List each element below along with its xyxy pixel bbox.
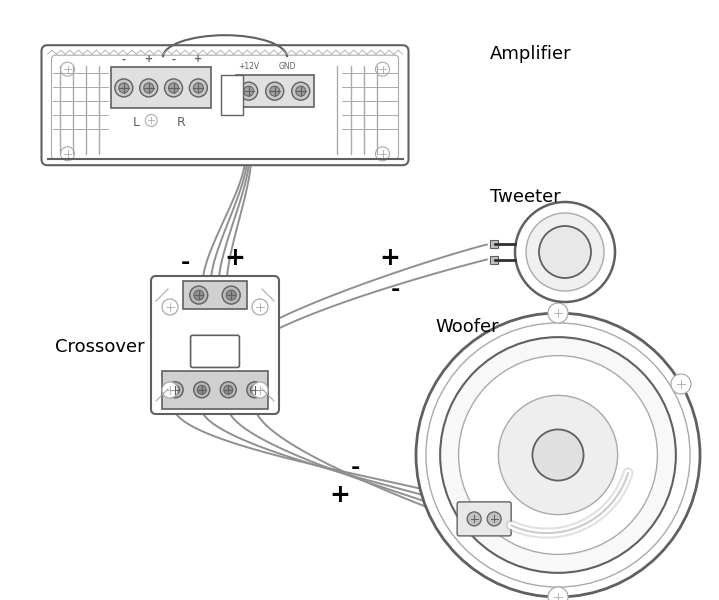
- Circle shape: [170, 385, 180, 394]
- FancyBboxPatch shape: [42, 45, 408, 165]
- Circle shape: [119, 83, 129, 93]
- Circle shape: [197, 385, 206, 394]
- Circle shape: [115, 79, 133, 97]
- Text: +: +: [224, 246, 245, 270]
- Text: Woofer: Woofer: [435, 318, 498, 336]
- Circle shape: [296, 86, 306, 96]
- Text: +: +: [194, 55, 203, 64]
- Circle shape: [533, 430, 584, 481]
- FancyBboxPatch shape: [457, 502, 511, 536]
- FancyBboxPatch shape: [236, 75, 313, 107]
- Circle shape: [292, 82, 310, 100]
- Circle shape: [671, 374, 691, 394]
- Text: GND: GND: [279, 62, 296, 71]
- Circle shape: [60, 147, 75, 161]
- Circle shape: [526, 213, 604, 291]
- Text: +12V: +12V: [238, 62, 260, 71]
- Circle shape: [548, 303, 568, 323]
- FancyBboxPatch shape: [183, 281, 247, 309]
- Text: L: L: [133, 116, 139, 130]
- Circle shape: [459, 356, 657, 554]
- Circle shape: [193, 83, 203, 93]
- Circle shape: [375, 147, 390, 161]
- Circle shape: [193, 382, 210, 398]
- Circle shape: [440, 337, 676, 573]
- Text: +: +: [380, 246, 400, 270]
- Circle shape: [539, 226, 591, 278]
- FancyBboxPatch shape: [52, 55, 398, 159]
- FancyBboxPatch shape: [191, 335, 239, 367]
- Circle shape: [189, 79, 207, 97]
- Circle shape: [168, 83, 178, 93]
- Circle shape: [515, 202, 615, 302]
- Circle shape: [60, 62, 75, 76]
- Circle shape: [222, 286, 240, 304]
- FancyBboxPatch shape: [111, 67, 211, 109]
- FancyBboxPatch shape: [490, 256, 498, 264]
- Circle shape: [498, 395, 618, 515]
- Circle shape: [244, 86, 254, 96]
- Text: +: +: [329, 483, 350, 507]
- Circle shape: [247, 382, 263, 398]
- Circle shape: [416, 313, 700, 597]
- Text: -: -: [122, 55, 126, 64]
- Circle shape: [250, 385, 260, 394]
- Circle shape: [266, 82, 284, 100]
- Circle shape: [162, 299, 178, 315]
- FancyBboxPatch shape: [221, 75, 243, 115]
- FancyBboxPatch shape: [162, 371, 268, 409]
- Text: Amplifier: Amplifier: [490, 45, 572, 63]
- Circle shape: [165, 79, 183, 97]
- FancyBboxPatch shape: [151, 276, 279, 414]
- Text: -: -: [390, 280, 400, 300]
- FancyBboxPatch shape: [490, 240, 498, 248]
- Circle shape: [375, 62, 390, 76]
- Circle shape: [194, 290, 203, 300]
- Circle shape: [270, 86, 280, 96]
- Circle shape: [239, 82, 257, 100]
- Text: Crossover: Crossover: [55, 338, 145, 356]
- Circle shape: [426, 323, 690, 587]
- Circle shape: [224, 385, 233, 394]
- Circle shape: [145, 115, 157, 127]
- Circle shape: [144, 83, 154, 93]
- Text: -: -: [172, 55, 175, 64]
- Text: -: -: [180, 253, 190, 273]
- Text: +: +: [145, 55, 152, 64]
- Text: -: -: [350, 458, 360, 478]
- Circle shape: [220, 382, 237, 398]
- Circle shape: [139, 79, 157, 97]
- Circle shape: [190, 286, 208, 304]
- Circle shape: [548, 587, 568, 600]
- Circle shape: [487, 512, 501, 526]
- Circle shape: [168, 382, 183, 398]
- Circle shape: [162, 382, 178, 398]
- Circle shape: [467, 512, 481, 526]
- Text: Tweeter: Tweeter: [490, 188, 561, 206]
- Circle shape: [252, 382, 268, 398]
- Text: R: R: [177, 116, 186, 130]
- Circle shape: [226, 290, 237, 300]
- Circle shape: [252, 299, 268, 315]
